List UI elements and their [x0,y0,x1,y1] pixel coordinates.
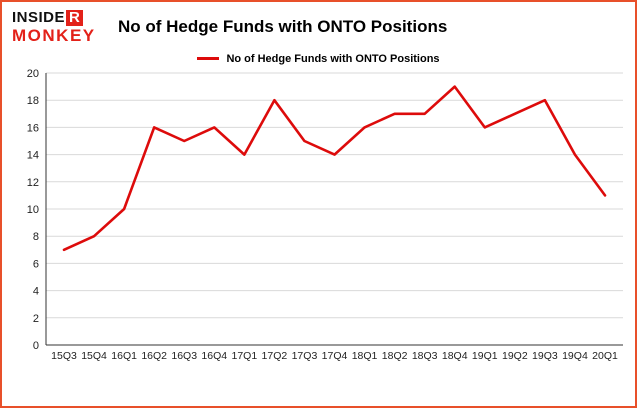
chart-header: INSIDE R MONKEY No of Hedge Funds with ON… [2,2,635,45]
x-tick-label: 19Q4 [562,350,588,362]
y-tick-label: 6 [33,258,39,270]
data-line [62,84,607,251]
x-tick-label: 16Q4 [201,350,227,362]
x-tick-label: 15Q3 [51,350,77,362]
x-tick-label: 20Q1 [592,350,618,362]
x-tick-label: 17Q4 [322,350,348,362]
x-tick-label: 16Q1 [111,350,137,362]
logo-red-block: R [66,10,84,26]
y-tick-label: 12 [27,176,39,188]
y-tick-label: 16 [27,122,39,134]
x-tick-label: 19Q1 [472,350,498,362]
chart-title: No of Hedge Funds with ONTO Positions [118,17,448,37]
x-tick-label: 18Q1 [352,350,378,362]
x-tick-label: 18Q3 [412,350,438,362]
line-chart: 0 2 4 6 8 10 12 14 16 18 20 15Q3 15Q4 16Q1 16Q2 16Q3 16Q… [27,68,623,362]
x-tick-label: 17Q3 [292,350,318,362]
y-tick-label: 8 [33,231,39,243]
x-tick-label: 19Q3 [532,350,558,362]
y-tick-label: 18 [27,95,39,107]
x-tick-label: 16Q2 [141,350,167,362]
x-tick-label: 18Q4 [442,350,468,362]
legend-label: No of Hedge Funds with ONTO Positions [226,52,440,65]
x-tick-label: 16Q3 [171,350,197,362]
insider-monkey-logo: INSIDE R MONKEY [12,10,108,45]
legend-line-sample [197,57,220,61]
x-tick-label: 18Q2 [382,350,408,362]
x-tick-label: 15Q4 [81,350,107,362]
logo-text-insider: INSIDE [12,9,66,26]
y-tick-label: 10 [27,204,39,216]
y-tick-label: 20 [27,68,39,80]
logo-line1: INSIDE R [12,10,108,26]
logo-text-monkey: MONKEY [12,25,96,45]
y-tick-label: 2 [33,312,39,324]
x-tick-label: 17Q2 [262,350,288,362]
y-tick-label: 14 [27,149,39,161]
x-tick-label: 19Q2 [502,350,528,362]
x-tick-label: 17Q1 [231,350,257,362]
y-tick-label: 4 [33,285,39,297]
y-tick-label: 0 [33,340,39,352]
legend: No of Hedge Funds with ONTO Positions [2,53,635,65]
